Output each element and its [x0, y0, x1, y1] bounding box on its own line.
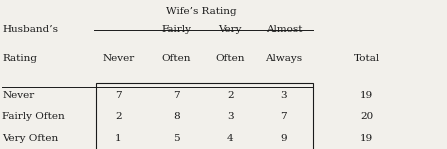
- Text: 19: 19: [360, 134, 373, 143]
- Text: Never: Never: [102, 54, 135, 63]
- Text: 20: 20: [360, 112, 373, 121]
- Text: Very Often: Very Often: [2, 134, 59, 143]
- Text: Almost: Almost: [266, 25, 302, 34]
- Text: Rating: Rating: [2, 54, 37, 63]
- Text: 8: 8: [173, 112, 180, 121]
- Text: 3: 3: [227, 112, 233, 121]
- Text: 4: 4: [227, 134, 233, 143]
- Text: Total: Total: [354, 54, 380, 63]
- Text: Fairly Often: Fairly Often: [2, 112, 65, 121]
- Text: Husband’s: Husband’s: [2, 25, 58, 34]
- Text: Wife’s Rating: Wife’s Rating: [166, 7, 236, 16]
- Text: Very: Very: [219, 25, 242, 34]
- Text: Fairly: Fairly: [161, 25, 192, 34]
- Text: Often: Often: [162, 54, 191, 63]
- Text: Never: Never: [2, 91, 34, 100]
- Text: Often: Often: [215, 54, 245, 63]
- Text: 7: 7: [281, 112, 287, 121]
- Text: 3: 3: [281, 91, 287, 100]
- Text: 5: 5: [173, 134, 180, 143]
- Text: 1: 1: [115, 134, 122, 143]
- Text: Always: Always: [265, 54, 303, 63]
- Text: 2: 2: [227, 91, 233, 100]
- Text: 9: 9: [281, 134, 287, 143]
- Text: 7: 7: [173, 91, 180, 100]
- Text: 7: 7: [115, 91, 122, 100]
- Text: 2: 2: [115, 112, 122, 121]
- Text: 19: 19: [360, 91, 373, 100]
